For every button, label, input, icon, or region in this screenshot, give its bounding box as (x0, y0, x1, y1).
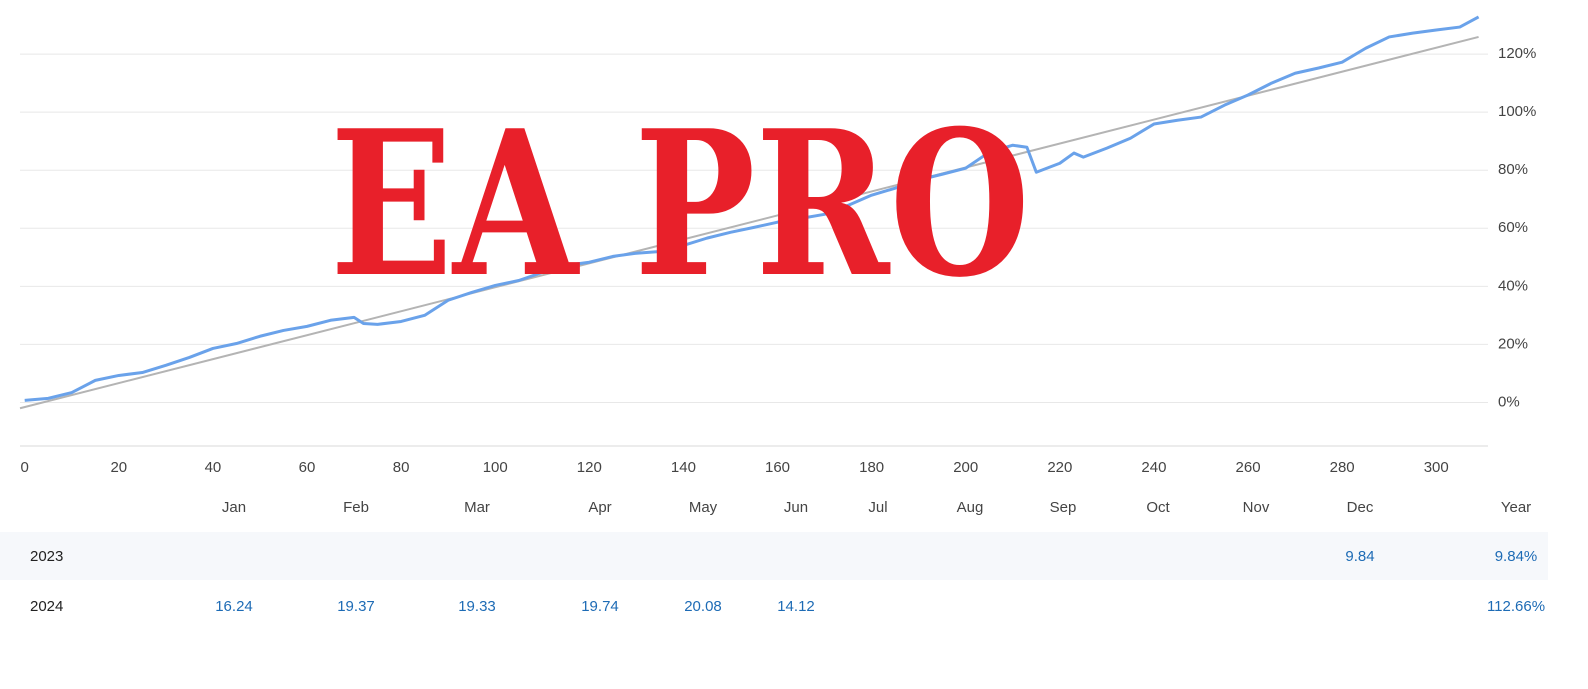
column-header: May (689, 499, 718, 516)
y-tick-label: 140% (1498, 0, 1536, 4)
cell-value: 9.84% (1495, 548, 1538, 565)
column-header: Apr (588, 499, 611, 516)
row-label: 2023 (30, 548, 63, 565)
y-tick-label: 120% (1498, 45, 1536, 62)
row-band (0, 532, 1548, 580)
column-header: Sep (1050, 499, 1077, 516)
cell-value: 20.08 (684, 598, 722, 615)
y-tick-label: 60% (1498, 219, 1528, 236)
y-tick-label: 20% (1498, 335, 1528, 352)
y-tick-label: 100% (1498, 103, 1536, 120)
x-tick-label: 120 (577, 459, 602, 476)
y-tick-label: 80% (1498, 161, 1528, 178)
x-tick-label: 180 (859, 459, 884, 476)
x-tick-label: 100 (483, 459, 508, 476)
x-tick-label: 220 (1047, 459, 1072, 476)
column-header: Jun (784, 499, 808, 516)
x-tick-label: 60 (299, 459, 316, 476)
cell-value: 19.74 (581, 598, 619, 615)
x-tick-label: 260 (1236, 459, 1261, 476)
y-tick-label: 0% (1498, 393, 1520, 410)
cell-value: 16.24 (215, 598, 253, 615)
x-tick-label: 160 (765, 459, 790, 476)
cell-value: 14.12 (777, 598, 815, 615)
x-tick-label: 20 (110, 459, 127, 476)
y-tick-label: 40% (1498, 277, 1528, 294)
column-header: Oct (1146, 499, 1170, 516)
x-tick-label: 80 (393, 459, 410, 476)
column-header: Year (1501, 499, 1531, 516)
cell-value: 19.33 (458, 598, 496, 615)
column-header: Jul (868, 499, 887, 516)
column-header: Mar (464, 499, 490, 516)
x-tick-label: 40 (205, 459, 222, 476)
x-tick-label: 140 (671, 459, 696, 476)
cell-value: 9.84 (1345, 548, 1374, 565)
x-tick-label: 0 (21, 459, 29, 476)
watermark: EA PRO (330, 87, 1030, 322)
column-header: Aug (957, 499, 984, 516)
x-tick-label: 280 (1330, 459, 1355, 476)
x-tick-label: 200 (953, 459, 978, 476)
x-tick-label: 240 (1141, 459, 1166, 476)
column-header: Feb (343, 499, 369, 516)
x-tick-label: 300 (1424, 459, 1449, 476)
series-line (24, 15, 1480, 402)
row-label: 2024 (30, 598, 63, 615)
cell-value: 19.37 (337, 598, 375, 615)
column-header: Dec (1347, 499, 1374, 516)
column-header: Nov (1243, 499, 1270, 516)
cell-value: 112.66% (1487, 598, 1545, 615)
column-header: Jan (222, 499, 246, 516)
